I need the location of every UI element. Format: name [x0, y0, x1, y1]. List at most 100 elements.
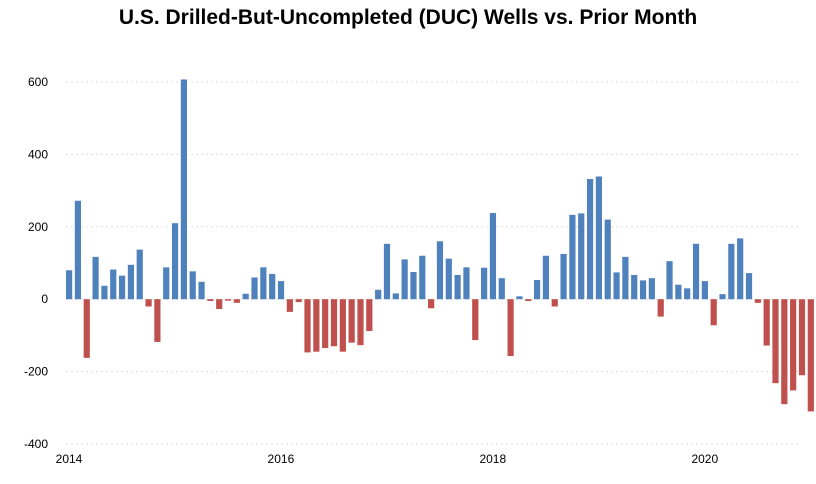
- bar: [719, 294, 726, 300]
- bar: [375, 289, 382, 300]
- bar: [419, 255, 426, 300]
- bar: [224, 299, 232, 301]
- bar: [710, 299, 717, 326]
- bar: [286, 299, 293, 312]
- bar: [66, 270, 73, 300]
- bar: [763, 299, 770, 346]
- bar: [154, 299, 161, 342]
- bar: [525, 299, 532, 302]
- bar: [295, 299, 302, 303]
- bar: [428, 299, 435, 309]
- bar: [322, 299, 329, 349]
- y-tick-label: 400: [28, 147, 48, 161]
- bar: [233, 299, 240, 303]
- bar: [551, 299, 558, 307]
- bar: [498, 278, 505, 300]
- bar: [507, 299, 514, 357]
- bar: [304, 299, 311, 353]
- bar: [454, 274, 461, 300]
- y-tick-label: -200: [24, 365, 48, 379]
- bar: [92, 256, 99, 300]
- bar: [737, 238, 744, 300]
- bar: [481, 267, 488, 300]
- bar: [145, 299, 152, 307]
- bar: [136, 249, 143, 300]
- bar: [74, 200, 82, 300]
- bar: [339, 299, 346, 352]
- bar: [622, 256, 629, 300]
- x-tick-label: 2016: [268, 452, 295, 466]
- bar: [260, 267, 267, 300]
- bar: [569, 214, 576, 300]
- bar: [198, 281, 205, 300]
- bar: [542, 255, 550, 300]
- bar: [330, 299, 338, 347]
- bar: [216, 299, 223, 309]
- bar: [163, 267, 170, 300]
- bar: [790, 299, 797, 391]
- bar: [383, 243, 391, 300]
- x-tick-label: 2020: [691, 452, 718, 466]
- bar: [745, 273, 753, 300]
- bar: [560, 253, 567, 300]
- bar: [101, 285, 108, 300]
- bar: [798, 299, 806, 376]
- bar: [657, 299, 664, 317]
- bar: [348, 299, 355, 343]
- bar: [675, 284, 682, 300]
- bar: [127, 264, 135, 300]
- bar: [357, 299, 364, 346]
- bar: [578, 213, 585, 300]
- bar: [269, 273, 276, 300]
- y-tick-label: -400: [24, 437, 48, 451]
- bar: [401, 259, 408, 300]
- chart-title: U.S. Drilled-But-Uncompleted (DUC) Wells…: [118, 6, 698, 29]
- bar: [701, 281, 708, 300]
- bar: [463, 267, 470, 300]
- bar: [692, 243, 700, 300]
- bar: [684, 288, 691, 300]
- x-tick-label: 2018: [479, 452, 506, 466]
- bar: [242, 293, 249, 300]
- bar: [516, 296, 523, 300]
- bar: [772, 299, 779, 384]
- y-tick-label: 600: [28, 75, 48, 89]
- bar: [366, 299, 373, 332]
- bar: [489, 213, 497, 300]
- bar: [110, 269, 117, 300]
- bar: [392, 293, 399, 300]
- bar: [586, 179, 594, 300]
- bar: [533, 280, 541, 300]
- y-tick-label: 200: [28, 220, 48, 234]
- bar: [631, 274, 638, 300]
- bar: [472, 299, 479, 341]
- bar: [648, 278, 655, 300]
- bar: [171, 223, 179, 300]
- bar: [313, 299, 320, 352]
- bar: [807, 299, 814, 412]
- bar: [180, 79, 187, 300]
- bar: [639, 280, 647, 300]
- bar: [207, 299, 214, 302]
- y-axis-tick-labels: 600 400 200 0 -200 -400: [24, 75, 48, 451]
- bar: [754, 299, 761, 303]
- bar-series: [66, 79, 814, 412]
- bar: [781, 299, 788, 405]
- bar: [445, 258, 452, 300]
- bar: [613, 272, 620, 300]
- bar: [604, 219, 611, 300]
- bar: [410, 272, 417, 300]
- bar: [595, 176, 602, 300]
- bar: [118, 275, 126, 300]
- bar: [83, 299, 90, 358]
- bar: [251, 277, 258, 300]
- bar: [666, 261, 673, 300]
- bar: [277, 281, 285, 300]
- bar: [436, 241, 444, 300]
- x-tick-label: 2014: [56, 452, 83, 466]
- x-axis-tick-labels: 20142016201820202022: [56, 452, 719, 466]
- bar: [189, 271, 196, 300]
- bar: [728, 243, 735, 300]
- y-tick-label: 0: [41, 292, 48, 306]
